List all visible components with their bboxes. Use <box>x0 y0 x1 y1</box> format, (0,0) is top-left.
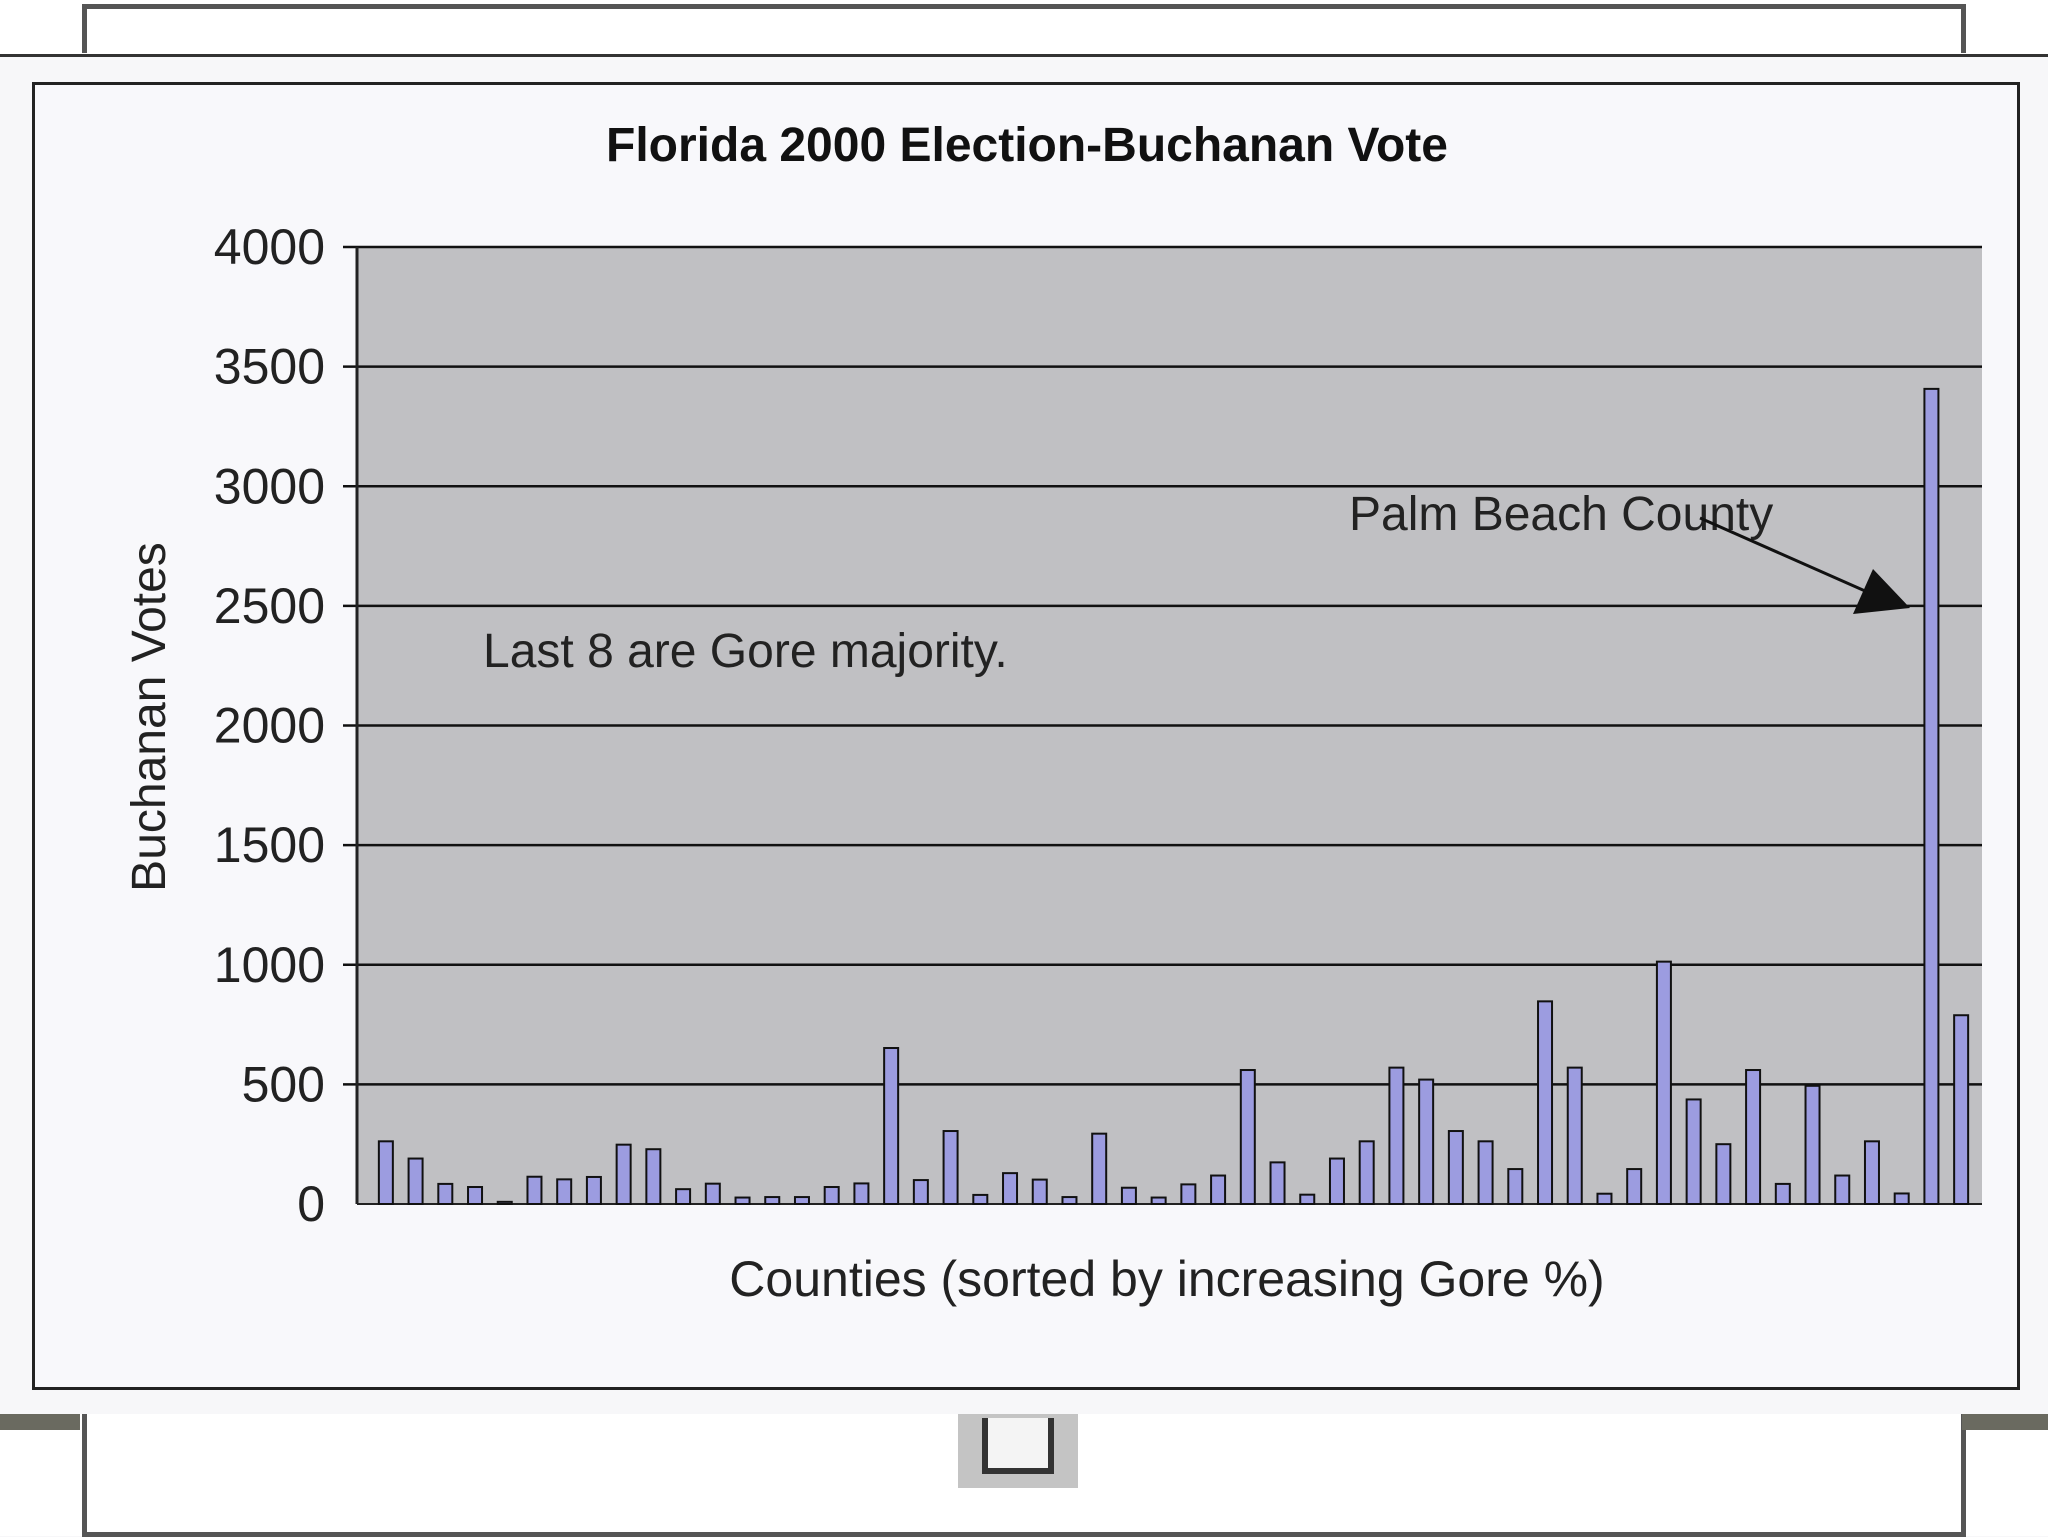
bar-county-20 <box>942 1130 959 1206</box>
chart-title: Florida 2000 Election-Buchanan Vote <box>606 119 1448 172</box>
bar-county-12 <box>704 1182 721 1205</box>
bar-county-8 <box>585 1175 602 1205</box>
bar-county-9 <box>615 1143 632 1206</box>
bar-county-17 <box>853 1182 870 1206</box>
bar-county-37 <box>1447 1130 1464 1206</box>
bars <box>377 387 1970 1206</box>
palm-beach-arrow-head <box>1853 569 1910 614</box>
bottom-handle <box>958 1414 1078 1488</box>
bar-county-42 <box>1596 1192 1613 1206</box>
bar-county-35 <box>1388 1066 1405 1205</box>
y-tick-label: 1500 <box>214 817 325 873</box>
bar-county-6 <box>526 1175 543 1205</box>
y-tick-label: 500 <box>242 1056 325 1112</box>
y-tick-label: 0 <box>297 1176 325 1232</box>
bar-county-2 <box>407 1157 424 1205</box>
bar-county-21 <box>972 1193 989 1205</box>
chart-svg: Florida 2000 Election-Buchanan Vote 0 500… <box>123 119 1982 1307</box>
bar-county-23 <box>1031 1178 1048 1206</box>
bar-county-30 <box>1239 1069 1256 1206</box>
bar-county-4 <box>467 1186 484 1206</box>
bar-county-41 <box>1566 1066 1583 1205</box>
bottom-ledge-left <box>0 1414 80 1430</box>
bar-county-33 <box>1328 1157 1345 1205</box>
chart-panel: Florida 2000 Election-Buchanan Vote 0 500… <box>32 82 2020 1390</box>
bar-county-22 <box>1002 1172 1019 1205</box>
bar-county-48 <box>1774 1182 1791 1205</box>
bar-county-19 <box>912 1179 929 1205</box>
bar-county-27 <box>1150 1196 1167 1206</box>
bar-county-11 <box>675 1188 692 1206</box>
bar-county-39 <box>1507 1168 1524 1205</box>
bar-county-45 <box>1685 1098 1702 1205</box>
bar-county-14 <box>764 1196 781 1206</box>
top-frame <box>82 4 1966 53</box>
bar-county-43 <box>1626 1168 1643 1205</box>
bar-county-46 <box>1715 1143 1732 1205</box>
y-tick-labels: 0 500 1000 1500 2000 2500 3000 3500 4000 <box>214 219 325 1232</box>
palm-beach-annotation: Palm Beach County <box>1349 488 1773 541</box>
bar-county-28 <box>1180 1183 1197 1205</box>
bar-county-54 <box>1953 1014 1970 1205</box>
bar-county-24 <box>1061 1196 1078 1206</box>
bar-county-16 <box>823 1186 840 1206</box>
bar-county-53 <box>1923 387 1940 1205</box>
bar-county-34 <box>1358 1140 1375 1206</box>
bar-county-29 <box>1210 1174 1227 1206</box>
bar-county-40 <box>1537 1000 1554 1205</box>
bar-county-5 <box>496 1200 513 1206</box>
bar-county-7 <box>556 1178 573 1206</box>
bar-county-10 <box>645 1148 662 1206</box>
bar-county-52 <box>1893 1192 1910 1206</box>
bar-county-51 <box>1863 1140 1880 1206</box>
y-tick-label: 4000 <box>214 219 325 275</box>
bar-county-36 <box>1418 1078 1435 1206</box>
bar-county-50 <box>1834 1174 1851 1206</box>
bottom-ledge-right <box>1962 1414 2048 1430</box>
bar-county-13 <box>734 1196 751 1206</box>
x-axis-label: Counties (sorted by increasing Gore %) <box>729 1251 1604 1307</box>
bar-county-49 <box>1804 1084 1821 1205</box>
bar-county-25 <box>1091 1132 1108 1206</box>
bar-county-47 <box>1745 1069 1762 1206</box>
bar-county-31 <box>1269 1161 1286 1205</box>
y-tick-label: 2500 <box>214 578 325 634</box>
palm-beach-arrow-shaft <box>1699 516 1891 604</box>
gore-majority-annotation: Last 8 are Gore majority. <box>483 625 1008 678</box>
y-tick-label: 3000 <box>214 458 325 514</box>
bar-county-18 <box>883 1047 900 1205</box>
y-tick-label: 2000 <box>214 698 325 754</box>
y-tick-label: 1000 <box>214 937 325 993</box>
bar-county-44 <box>1655 960 1672 1206</box>
y-tick-label: 3500 <box>214 339 325 395</box>
bar-county-3 <box>437 1182 454 1205</box>
bar-county-1 <box>377 1140 394 1206</box>
y-axis-label: Buchanan Votes <box>123 542 176 892</box>
bar-county-15 <box>793 1196 810 1206</box>
bar-county-32 <box>1299 1193 1316 1205</box>
grid-lines <box>343 245 1982 1086</box>
bottom-handle-icon <box>982 1418 1054 1474</box>
bar-county-26 <box>1120 1186 1137 1205</box>
bar-county-38 <box>1477 1140 1494 1206</box>
